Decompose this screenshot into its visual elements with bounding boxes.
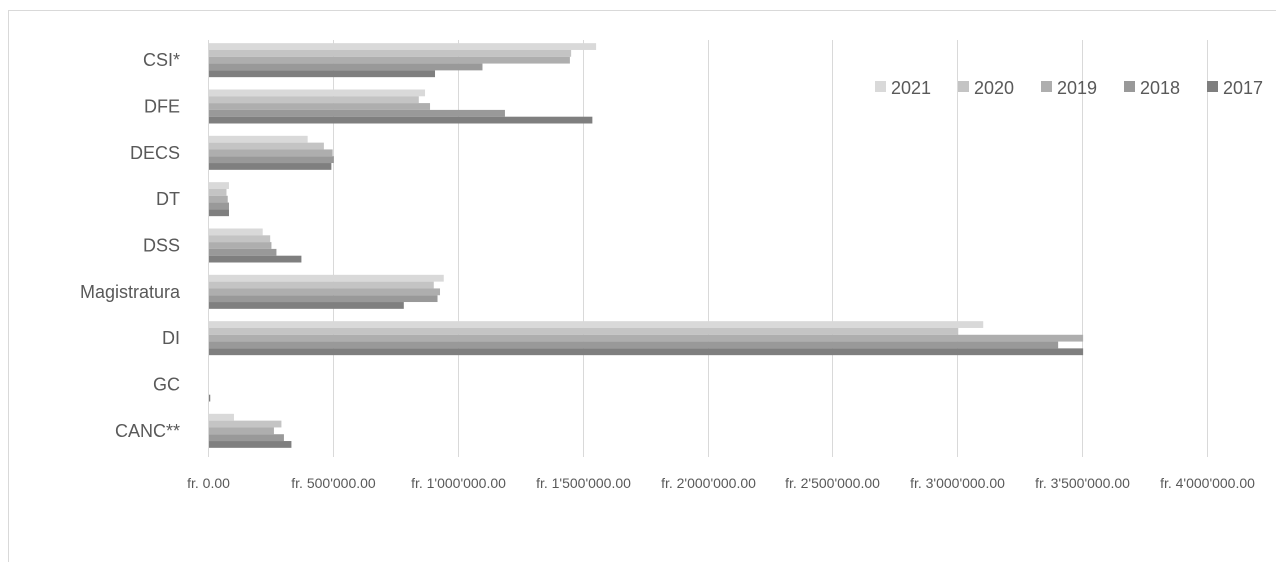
legend-swatch xyxy=(875,81,886,92)
bar xyxy=(209,288,441,296)
bar xyxy=(209,441,292,448)
bar xyxy=(209,209,229,217)
bar xyxy=(209,70,436,78)
bar xyxy=(209,255,302,263)
category-label: DI xyxy=(162,328,180,348)
bar xyxy=(209,295,438,303)
bar xyxy=(209,109,505,117)
bar xyxy=(209,434,284,442)
legend-swatch xyxy=(958,81,969,92)
x-tick-labels: fr. 0.00 fr. 500'000.00 fr. 1'000'000.00 fr… xyxy=(187,475,1255,491)
bar xyxy=(209,334,1084,342)
bar xyxy=(209,327,959,335)
x-tick-label: fr. 3'000'000.00 xyxy=(910,475,1005,491)
x-tick-label: fr. 2'500'000.00 xyxy=(785,475,880,491)
chart-frame xyxy=(8,10,1276,562)
bar xyxy=(209,43,597,50)
bar xyxy=(209,413,234,421)
bar xyxy=(209,149,333,157)
bar xyxy=(209,420,282,428)
category-label: GC xyxy=(153,375,180,395)
bar xyxy=(209,281,434,289)
legend-label: 2018 xyxy=(1140,78,1180,98)
x-tick-label: fr. 2'000'000.00 xyxy=(661,475,756,491)
category-labels: CSI* DFE DECS DT DSS Magistratura DI GC CANC** xyxy=(80,50,181,441)
bar xyxy=(209,182,229,189)
legend-label: 2019 xyxy=(1057,78,1097,98)
bar xyxy=(209,156,334,164)
bar xyxy=(209,228,263,236)
bar xyxy=(209,135,308,143)
category-label: DT xyxy=(156,189,180,209)
bar xyxy=(209,321,984,328)
legend-swatch xyxy=(1041,81,1052,92)
x-tick-label: fr. 0.00 xyxy=(187,475,230,491)
bar xyxy=(209,142,324,150)
bar xyxy=(209,274,444,282)
category-label: CANC** xyxy=(115,421,180,441)
bar xyxy=(209,341,1059,349)
legend-label: 2021 xyxy=(891,78,931,98)
x-tick-label: fr. 4'000'000.00 xyxy=(1160,475,1255,491)
bar xyxy=(209,348,1084,356)
category-label: DFE xyxy=(144,97,180,117)
x-tick-label: fr. 500'000.00 xyxy=(291,475,376,491)
bar xyxy=(209,394,211,402)
legend-label: 2017 xyxy=(1223,78,1263,98)
bar xyxy=(209,103,431,110)
bar xyxy=(209,195,228,203)
legend: 2021 2020 2019 2018 2017 xyxy=(875,78,1263,98)
legend-label: 2020 xyxy=(974,78,1014,98)
bar xyxy=(209,427,274,435)
bar xyxy=(209,248,277,256)
bar xyxy=(209,89,426,97)
x-tick-label: fr. 3'500'000.00 xyxy=(1035,475,1130,491)
legend-swatch xyxy=(1124,81,1135,92)
x-tick-label: fr. 1'000'000.00 xyxy=(411,475,506,491)
bar xyxy=(209,116,593,124)
bar xyxy=(209,188,227,196)
bar xyxy=(209,96,419,104)
bar xyxy=(209,202,229,210)
category-label: DSS xyxy=(143,236,180,256)
bar xyxy=(209,163,332,170)
bar xyxy=(209,242,272,249)
gridlines xyxy=(208,40,1208,457)
bar xyxy=(209,235,271,243)
category-label: DECS xyxy=(130,143,180,163)
category-label: CSI* xyxy=(143,50,180,70)
category-label: Magistratura xyxy=(80,282,181,302)
bar xyxy=(209,49,572,57)
legend-swatch xyxy=(1207,81,1218,92)
bar xyxy=(209,63,483,71)
bar xyxy=(209,56,570,64)
x-tick-label: fr. 1'500'000.00 xyxy=(536,475,631,491)
bars xyxy=(209,43,1084,448)
bar xyxy=(209,302,404,309)
